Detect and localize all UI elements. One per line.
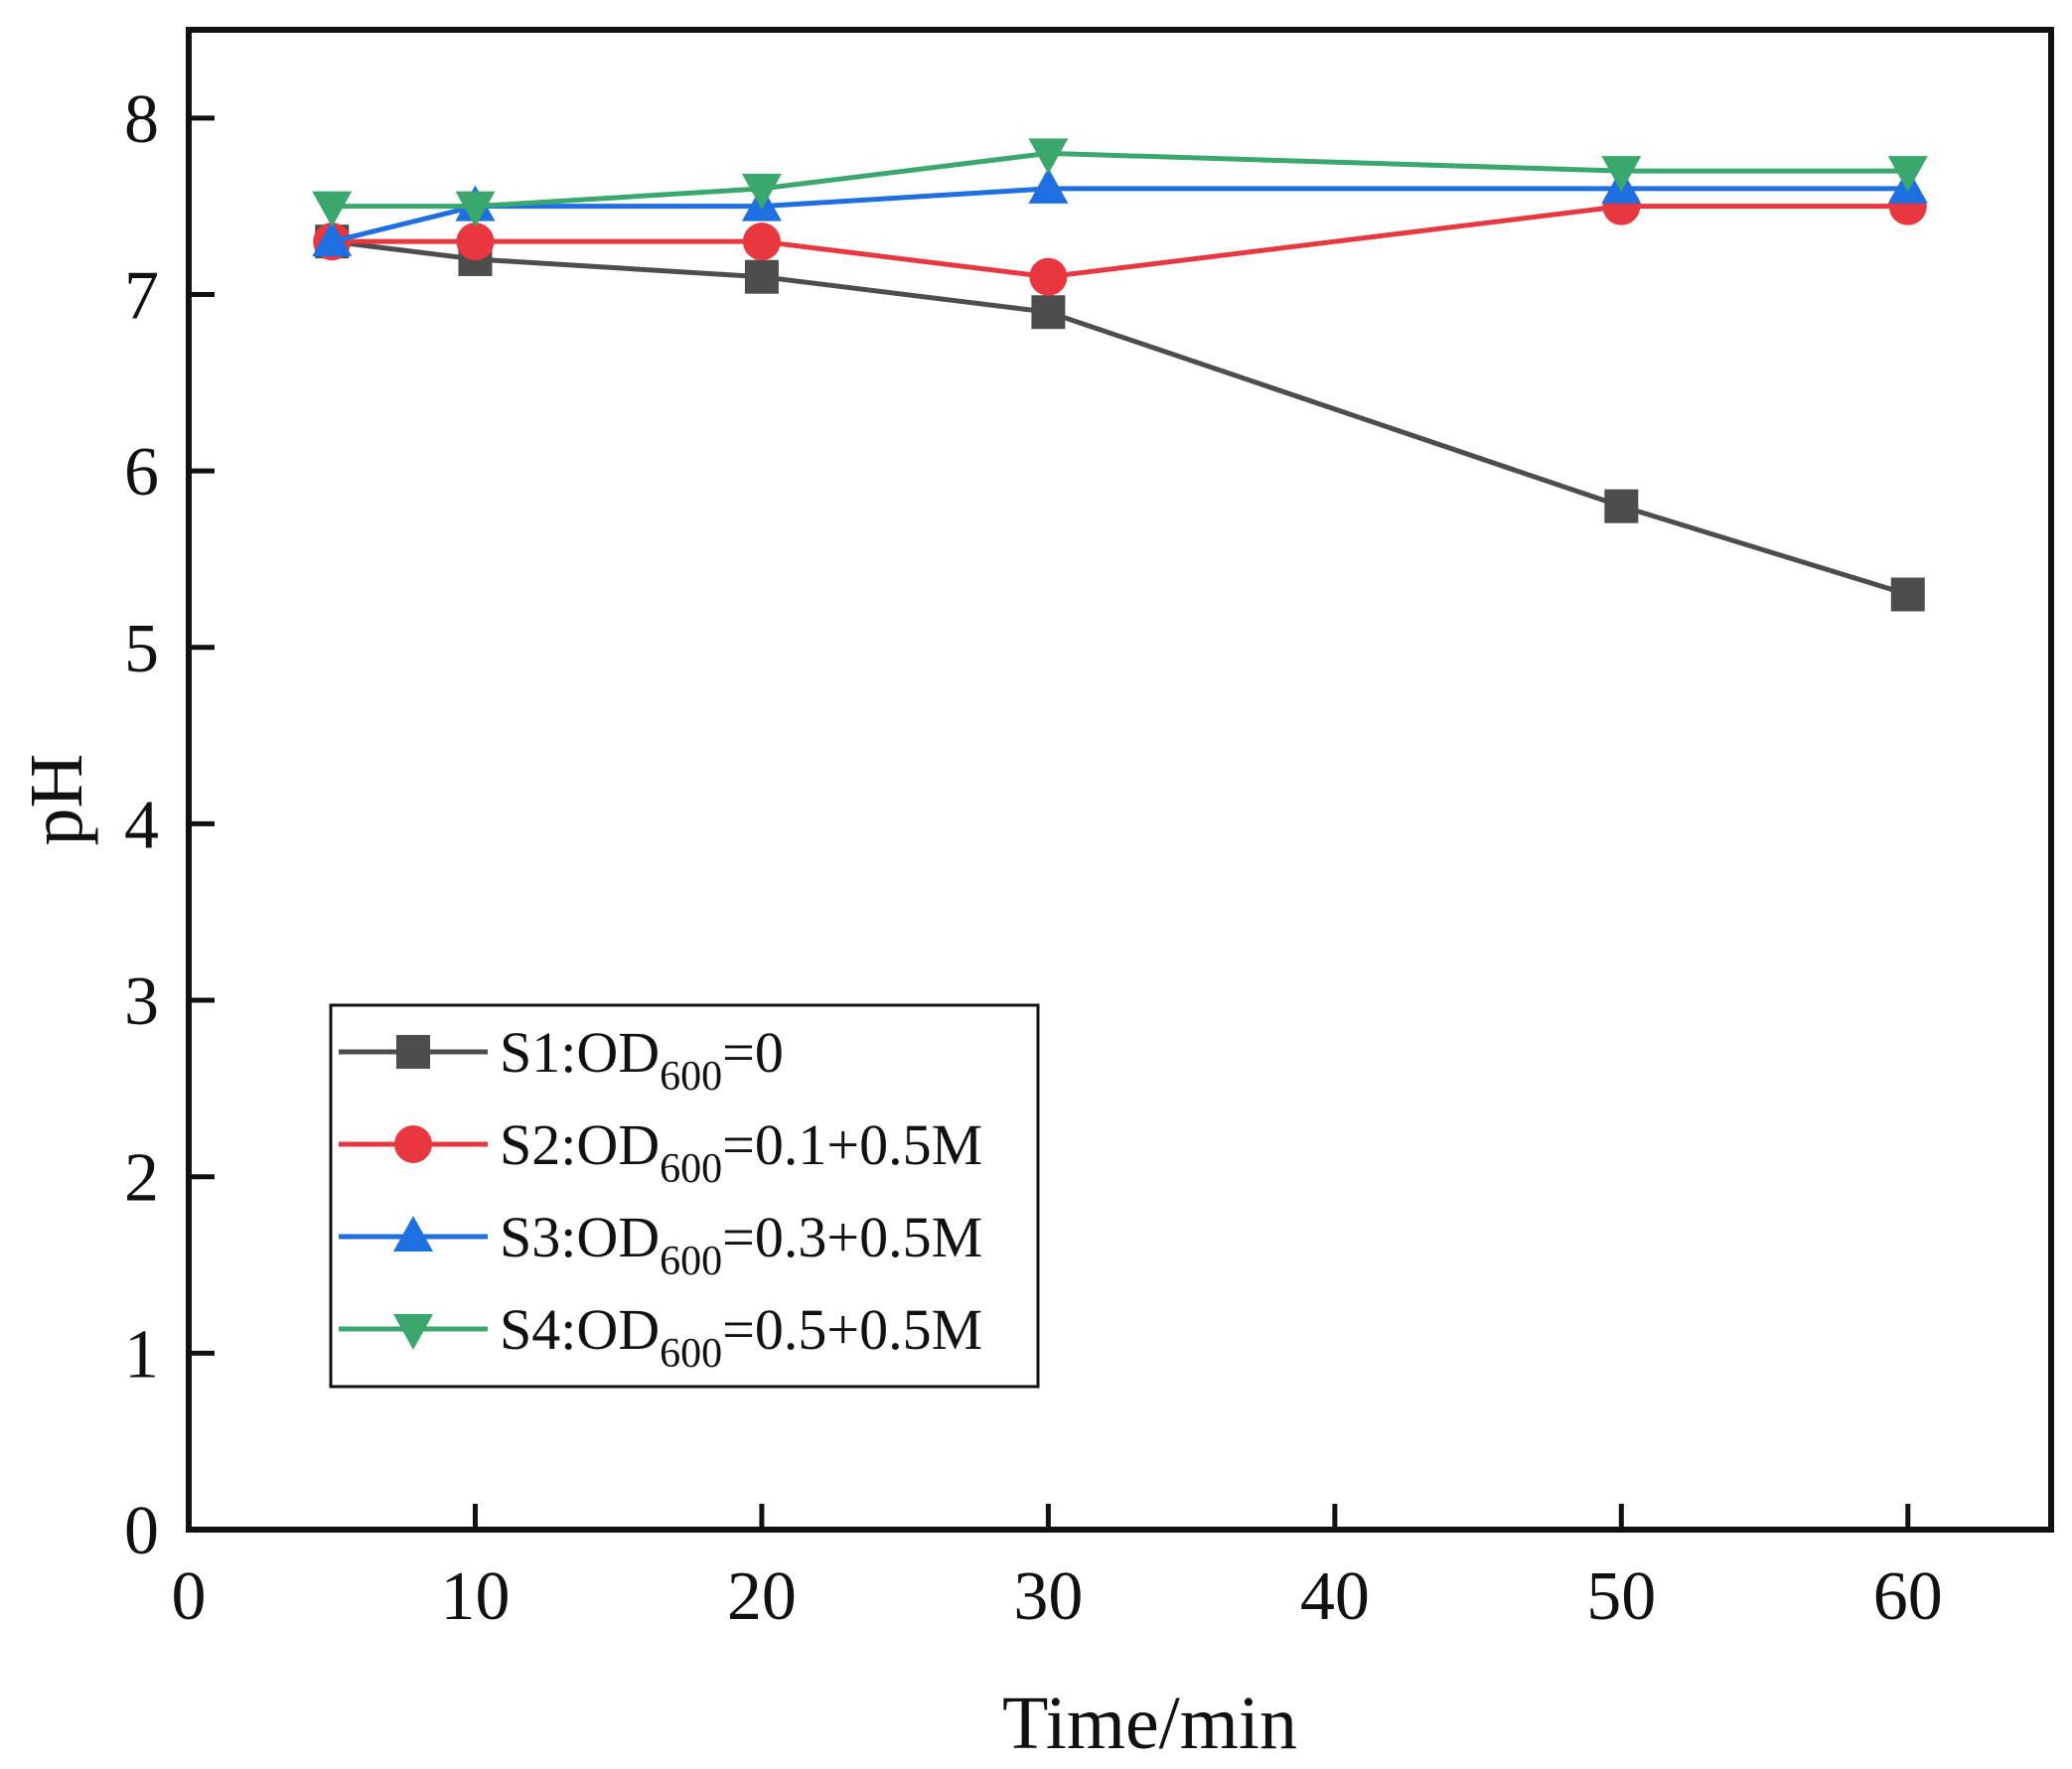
series-s2 <box>313 187 1927 296</box>
y-tick-label: 3 <box>124 963 159 1040</box>
y-tick-label: 2 <box>124 1140 159 1217</box>
legend-label: S4:OD600=0.5+0.5M <box>500 1297 982 1377</box>
plot-frame <box>186 27 2054 1533</box>
data-point <box>1604 489 1639 523</box>
data-point <box>1890 577 1925 612</box>
legend-item: S1:OD600=0 <box>339 1020 784 1100</box>
legend-swatch-marker <box>396 1035 430 1069</box>
x-tick-label: 0 <box>172 1558 207 1635</box>
y-tick-label: 4 <box>124 787 159 863</box>
tick-labels: 0 10 20 30 40 50 60 0 1 2 3 4 5 6 7 8 <box>124 81 1943 1635</box>
x-tick-label: 30 <box>1013 1558 1083 1635</box>
y-axis-title: pH <box>15 754 98 846</box>
legend-item: S2:OD600=0.1+0.5M <box>339 1112 982 1192</box>
series-line <box>331 186 1908 244</box>
y-tick-label: 0 <box>124 1493 159 1569</box>
x-tick-label: 60 <box>1873 1558 1943 1635</box>
data-point <box>1028 167 1069 204</box>
legend-swatch-marker <box>393 1314 433 1350</box>
y-tick-label: 1 <box>124 1316 159 1393</box>
data-point <box>312 191 353 227</box>
series-layer <box>312 138 1928 612</box>
data-point <box>744 259 779 294</box>
series-line <box>331 238 1909 597</box>
legend-item: S4:OD600=0.5+0.5M <box>339 1297 982 1377</box>
x-tick-label: 20 <box>727 1558 797 1635</box>
data-point <box>1601 156 1642 193</box>
legend-swatch-marker <box>394 1125 432 1163</box>
legend: S1:OD600=0 S2:OD600=0.1+0.5M S3:OD600=0.3+… <box>329 1003 1040 1389</box>
data-point <box>455 191 496 227</box>
legend-swatch-marker <box>393 1216 433 1252</box>
y-tick-label: 6 <box>124 434 159 511</box>
x-tick-label: 40 <box>1300 1558 1370 1635</box>
legend-label: S1:OD600=0 <box>500 1020 784 1100</box>
data-point <box>1029 257 1068 296</box>
x-axis-title: Time/min <box>1002 1682 1297 1765</box>
series-line <box>332 204 1908 280</box>
legend-item: S3:OD600=0.3+0.5M <box>339 1205 982 1284</box>
data-point <box>456 222 495 261</box>
data-point <box>1887 156 1928 193</box>
data-point <box>312 221 353 257</box>
series-line <box>332 150 1908 210</box>
data-point <box>1031 295 1066 330</box>
data-point <box>742 222 781 261</box>
legend-label: S3:OD600=0.3+0.5M <box>500 1205 982 1284</box>
legend-label: S2:OD600=0.1+0.5M <box>500 1112 982 1192</box>
data-point <box>1028 138 1069 175</box>
y-tick-label: 5 <box>124 611 159 687</box>
series-s4 <box>312 138 1928 227</box>
x-tick-label: 10 <box>440 1558 510 1635</box>
y-tick-label: 8 <box>124 81 159 158</box>
x-tick-label: 50 <box>1586 1558 1656 1635</box>
y-tick-label: 7 <box>124 257 159 334</box>
legend-box <box>329 1003 1040 1389</box>
data-point <box>741 173 782 210</box>
